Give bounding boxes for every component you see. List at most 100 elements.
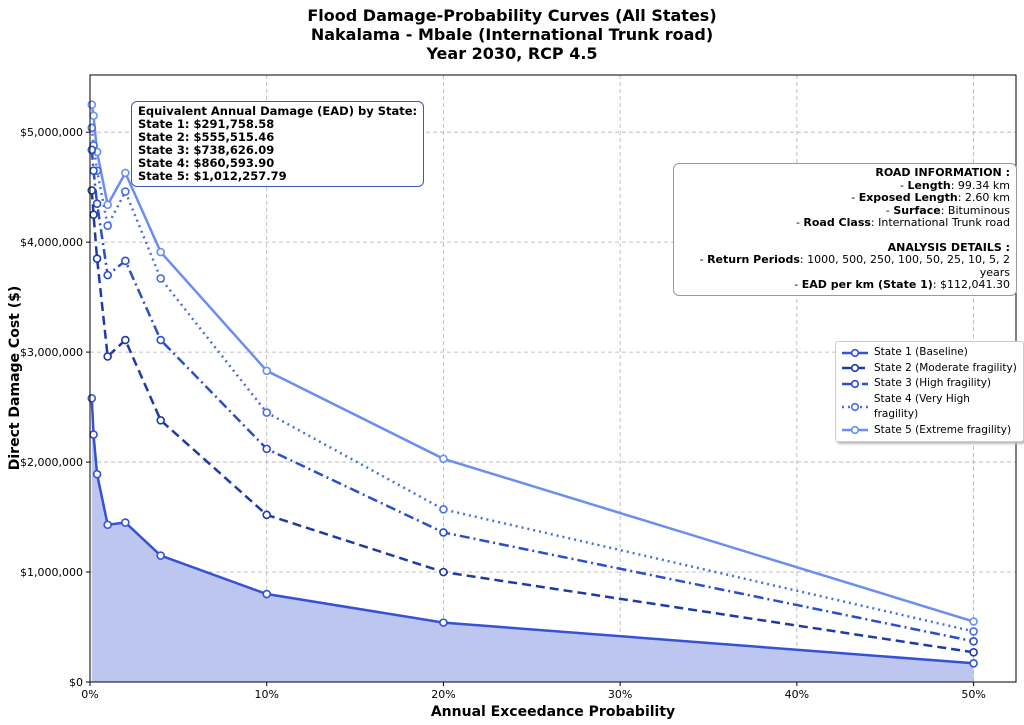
info-label: Exposed Length [858, 191, 958, 204]
legend-swatch [842, 379, 868, 388]
data-point [92, 199, 102, 208]
data-point [262, 589, 272, 599]
data-point [92, 469, 102, 479]
x-tick-label: 50% [961, 688, 985, 701]
data-point [439, 528, 448, 537]
data-point [121, 256, 130, 266]
data-point [87, 186, 97, 195]
title-line-1: Flood Damage-Probability Curves (All Sta… [307, 6, 717, 25]
ead-line: State 3: $738,626.09 [138, 143, 275, 157]
series-state-3 [87, 145, 978, 646]
info-label: Surface [893, 203, 941, 217]
data-point [103, 270, 112, 280]
x-axis-label: Annual Exceedance Probability [431, 704, 675, 720]
road-info-box: ROAD INFORMATION : - Length: 99.34 km - … [673, 163, 1017, 296]
legend-swatch [842, 402, 868, 412]
legend-swatch [842, 348, 868, 357]
data-point [969, 627, 978, 636]
data-point [87, 100, 97, 109]
x-tick-label: 30% [608, 688, 632, 701]
info-label: Return Periods [707, 253, 800, 266]
data-point [439, 505, 448, 514]
data-point [262, 366, 272, 376]
legend-label: State 4 (Very High fragility) [873, 392, 970, 421]
data-point [969, 648, 978, 657]
data-point [103, 520, 112, 530]
data-point [121, 168, 130, 178]
legend-label: State 1 (Baseline) [874, 346, 968, 358]
x-tick-label: 10% [254, 688, 278, 701]
data-point [89, 430, 98, 439]
legend-swatch [842, 364, 868, 373]
info-value: 99.34 km [957, 178, 1010, 192]
info-value: $112,041.30 [940, 278, 1010, 291]
legend-label: State 3 (High fragility) [874, 377, 992, 389]
data-point [103, 200, 112, 210]
info-value: 2.60 km [964, 191, 1010, 204]
legend-label: State 5 (Extreme fragility) [874, 423, 1012, 436]
y-tick-label: $2,000,000 [20, 456, 83, 469]
info-value: International Trunk road [878, 216, 1010, 229]
ead-line: State 5: $1,012,257.79 [138, 169, 287, 183]
data-point [156, 274, 165, 283]
data-point [262, 510, 272, 520]
legend-item: State 5 (Extreme fragility) [842, 423, 1017, 439]
data-point [92, 254, 102, 263]
data-point [969, 637, 978, 646]
data-point [89, 111, 98, 120]
data-point [121, 335, 130, 345]
data-point [156, 551, 165, 560]
data-point [87, 393, 97, 403]
axis-ticks: 0% 10% 20% 30% 40% 50% $0 $1,000,000 $2,000,000 $… [20, 126, 986, 701]
y-tick-label: $3,000,000 [20, 346, 83, 359]
info-label: Length [907, 178, 951, 192]
ead-line: State 1: $291,758.58 [138, 117, 275, 131]
data-point [89, 166, 98, 175]
data-point [439, 454, 448, 464]
x-tick-label: 40% [785, 688, 809, 701]
data-point [156, 247, 165, 257]
data-point [969, 659, 978, 668]
legend-item: State 2 (Moderate fragility) [842, 361, 1017, 377]
title-line-3: Year 2030, RCP 4.5 [426, 44, 598, 63]
series-state-1 [87, 393, 978, 668]
data-point [262, 444, 272, 454]
ead-summary-box: Equivalent Annual Damage (EAD) by State:… [131, 101, 425, 187]
data-point [262, 408, 272, 417]
title-line-2: Nakalama - Mbale (International Trunk ro… [310, 25, 714, 44]
legend-swatch [842, 426, 868, 435]
data-point [969, 617, 978, 626]
data-point [121, 187, 130, 196]
y-tick-label: $5,000,000 [20, 126, 83, 139]
legend-label: State 2 (Moderate fragility) [874, 361, 1017, 374]
road-info-heading: ROAD INFORMATION : [875, 166, 1010, 179]
data-point [87, 123, 97, 133]
legend-item: State 4 (Very High fragility) [842, 392, 1017, 423]
area-fill-state-1 [91, 398, 974, 682]
legend-item: State 1 (Baseline) [842, 345, 1017, 361]
legend: State 1 (Baseline) State 2 (Moderate frag… [835, 341, 1024, 442]
legend-item: State 3 (High fragility) [842, 376, 1017, 392]
x-tick-label: 20% [431, 688, 455, 701]
y-tick-label: $0 [69, 676, 83, 689]
ead-line: State 4: $860,593.90 [138, 156, 275, 170]
data-point [439, 618, 448, 627]
info-label: Road Class [803, 216, 871, 229]
data-point [103, 352, 112, 361]
data-point [121, 518, 130, 527]
data-point [103, 221, 112, 230]
data-point [156, 335, 165, 345]
series-lines [87, 100, 978, 668]
data-point [89, 210, 98, 219]
y-axis-label: Direct Damage Cost ($) [7, 286, 23, 471]
state1-area-fill [91, 398, 974, 682]
data-point [87, 145, 97, 155]
info-value: Bituminous [947, 203, 1010, 217]
chart-title: Flood Damage-Probability Curves (All Sta… [0, 6, 1024, 63]
y-tick-label: $1,000,000 [20, 566, 83, 579]
info-value: 1000, 500, 250, 100, 50, 25, 10, 5, 2 ye… [807, 253, 1010, 279]
series-state-2 [87, 186, 978, 657]
ead-line: State 2: $555,515.46 [138, 130, 275, 144]
data-point [156, 415, 165, 425]
